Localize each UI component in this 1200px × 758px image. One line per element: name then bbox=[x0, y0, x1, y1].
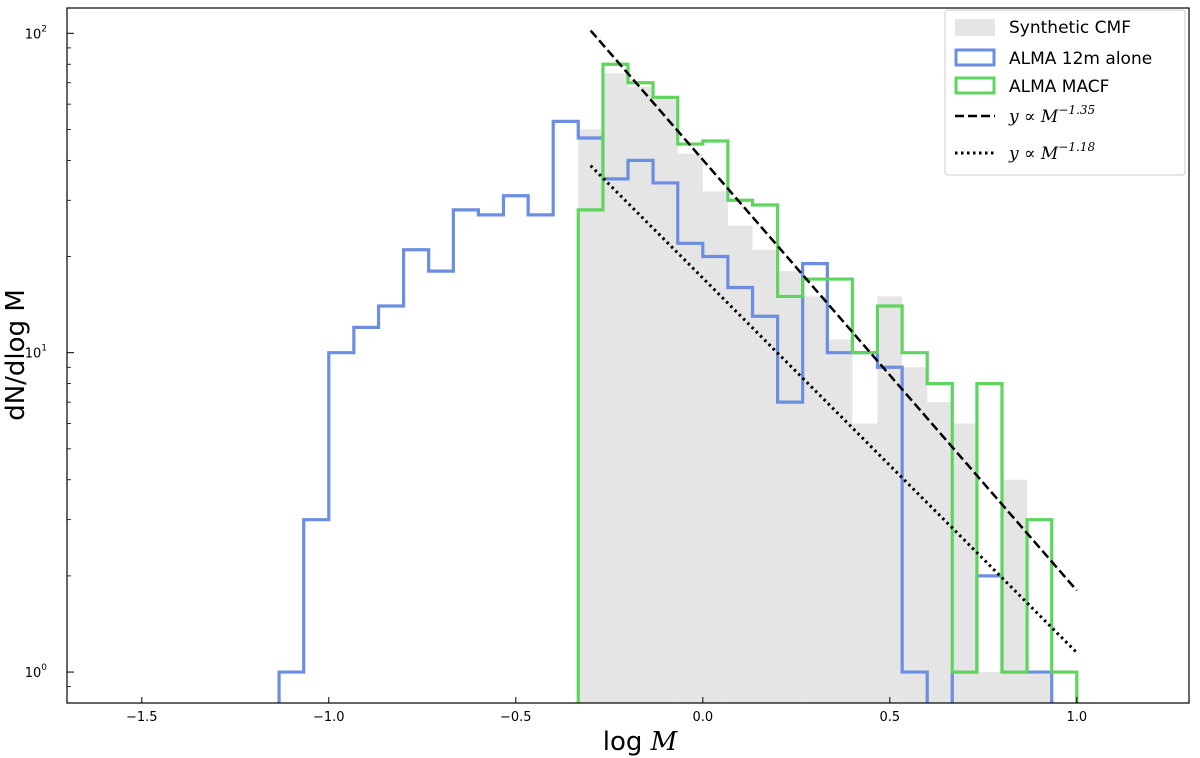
legend-label-alma-12m: ALMA 12m alone bbox=[1009, 49, 1152, 69]
synthetic-cmf-bar bbox=[877, 296, 903, 703]
power-law-fits bbox=[589, 29, 1078, 654]
x-tick-label: −0.5 bbox=[500, 710, 532, 725]
legend: Synthetic CMF ALMA 12m alone ALMA MACF y… bbox=[944, 9, 1186, 176]
legend-label-dotted-fit: y ∝ M−1.18 bbox=[1008, 140, 1095, 164]
synthetic-cmf-bar bbox=[602, 73, 628, 703]
y-axis-ticks: 100 101 102 bbox=[25, 24, 74, 704]
synthetic-cmf-bar bbox=[677, 153, 703, 703]
x-tick-label: −1.5 bbox=[126, 710, 158, 725]
legend-swatch-alma-12m bbox=[954, 48, 996, 67]
legend-swatch-synthetic-cmf bbox=[955, 19, 995, 36]
legend-label-dashed-fit: y ∝ M−1.35 bbox=[1008, 103, 1095, 127]
synthetic-cmf-bar bbox=[827, 339, 853, 703]
synthetic-cmf-bar bbox=[628, 86, 654, 703]
x-axis-label: log M bbox=[603, 727, 679, 757]
legend-label-synthetic-cmf: Synthetic CMF bbox=[1009, 18, 1131, 38]
dotted-power-law-line bbox=[589, 164, 1078, 654]
alma-12m-alone-step-line bbox=[277, 119, 1054, 703]
y-axis-label: dN/dlog M bbox=[1, 289, 31, 421]
synthetic-cmf-bar bbox=[578, 129, 603, 703]
synthetic-cmf-bar bbox=[902, 367, 928, 703]
x-tick-label: 0.0 bbox=[692, 710, 713, 725]
y-tick-label: 100 bbox=[25, 663, 48, 681]
step-histograms bbox=[277, 62, 1079, 703]
x-axis-ticks: −1.5 −1.0 −0.5 0.0 0.5 1.0 bbox=[126, 697, 1087, 725]
synthetic-cmf-bar bbox=[702, 191, 728, 703]
synthetic-cmf-bar bbox=[653, 99, 678, 703]
synthetic-cmf-bar bbox=[927, 402, 953, 703]
synthetic-cmf-bar bbox=[777, 271, 803, 703]
synthetic-cmf-bar bbox=[976, 672, 1002, 703]
synthetic-cmf-bar bbox=[752, 249, 778, 703]
x-tick-label: 1.0 bbox=[1066, 710, 1087, 725]
legend-swatch-alma-macf bbox=[954, 76, 996, 95]
synthetic-cmf-bar bbox=[952, 423, 977, 703]
legend-label-alma-macf: ALMA MACF bbox=[1009, 77, 1109, 97]
synthetic-cmf-bar bbox=[1027, 672, 1052, 703]
y-tick-label: 101 bbox=[25, 344, 47, 362]
y-tick-label: 102 bbox=[25, 24, 47, 42]
synthetic-cmf-bar bbox=[727, 225, 753, 703]
dashed-power-law-line bbox=[589, 29, 1078, 592]
legend-box bbox=[944, 9, 1186, 176]
plot-frame bbox=[66, 7, 1190, 704]
alma-macf-step-line bbox=[576, 62, 1079, 703]
x-tick-label: 0.5 bbox=[879, 710, 900, 725]
synthetic-cmf-bar bbox=[852, 423, 878, 703]
synthetic-cmf-bar bbox=[802, 296, 828, 703]
x-tick-label: −1.0 bbox=[313, 710, 345, 725]
